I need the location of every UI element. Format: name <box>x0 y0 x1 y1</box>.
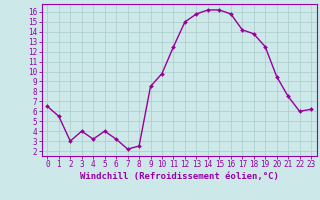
X-axis label: Windchill (Refroidissement éolien,°C): Windchill (Refroidissement éolien,°C) <box>80 172 279 181</box>
